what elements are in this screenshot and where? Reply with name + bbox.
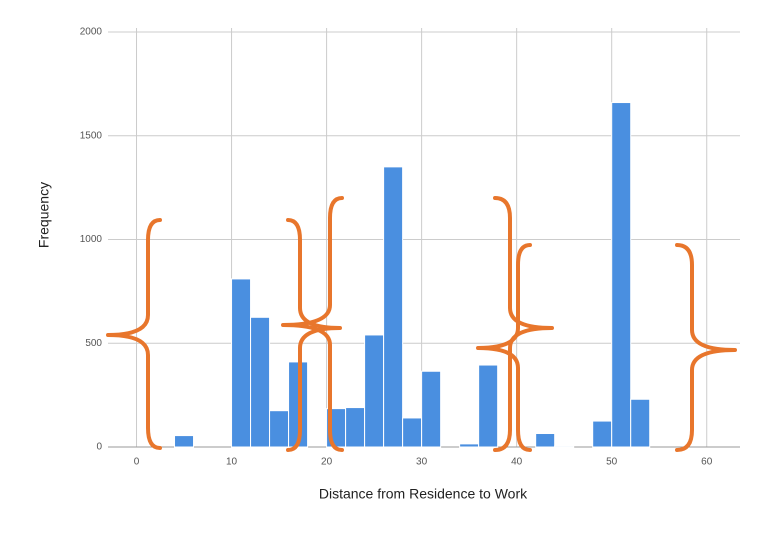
y-tick-label: 2000 <box>80 27 103 38</box>
x-tick-label: 10 <box>226 457 238 468</box>
ticks: 0 500 1000 1500 2000 0 10 20 30 40 50 60 <box>80 27 713 468</box>
bar <box>554 445 575 448</box>
x-tick-label: 0 <box>134 457 140 468</box>
bar <box>250 316 271 448</box>
bars <box>174 102 651 448</box>
bar <box>421 370 442 448</box>
x-tick-label: 40 <box>511 457 523 468</box>
bar <box>402 417 423 448</box>
bar <box>592 420 613 448</box>
brace <box>281 196 344 452</box>
bar <box>383 166 404 448</box>
grid <box>108 28 740 448</box>
x-axis-title: Distance from Residence to Work <box>319 486 528 502</box>
annotations <box>106 196 737 452</box>
bar <box>174 435 195 448</box>
bar <box>459 443 480 448</box>
bar <box>269 410 290 448</box>
x-tick-label: 50 <box>606 457 618 468</box>
y-tick-label: 1000 <box>80 234 103 245</box>
y-tick-label: 500 <box>85 338 102 349</box>
bar <box>630 398 651 448</box>
bar <box>478 364 499 448</box>
y-tick-label: 1500 <box>80 130 103 141</box>
brace <box>675 243 737 452</box>
brace <box>286 218 342 452</box>
brace <box>106 218 162 450</box>
x-tick-label: 60 <box>701 457 713 468</box>
brace <box>493 196 554 452</box>
bar <box>611 102 632 448</box>
bar <box>231 278 252 448</box>
x-tick-label: 20 <box>321 457 333 468</box>
brace <box>476 243 532 452</box>
x-tick-label: 30 <box>416 457 428 468</box>
bar <box>345 407 366 448</box>
bar <box>364 334 385 448</box>
bar <box>535 433 556 448</box>
y-axis-title: Frequency <box>36 182 52 248</box>
y-tick-label: 0 <box>96 442 102 453</box>
